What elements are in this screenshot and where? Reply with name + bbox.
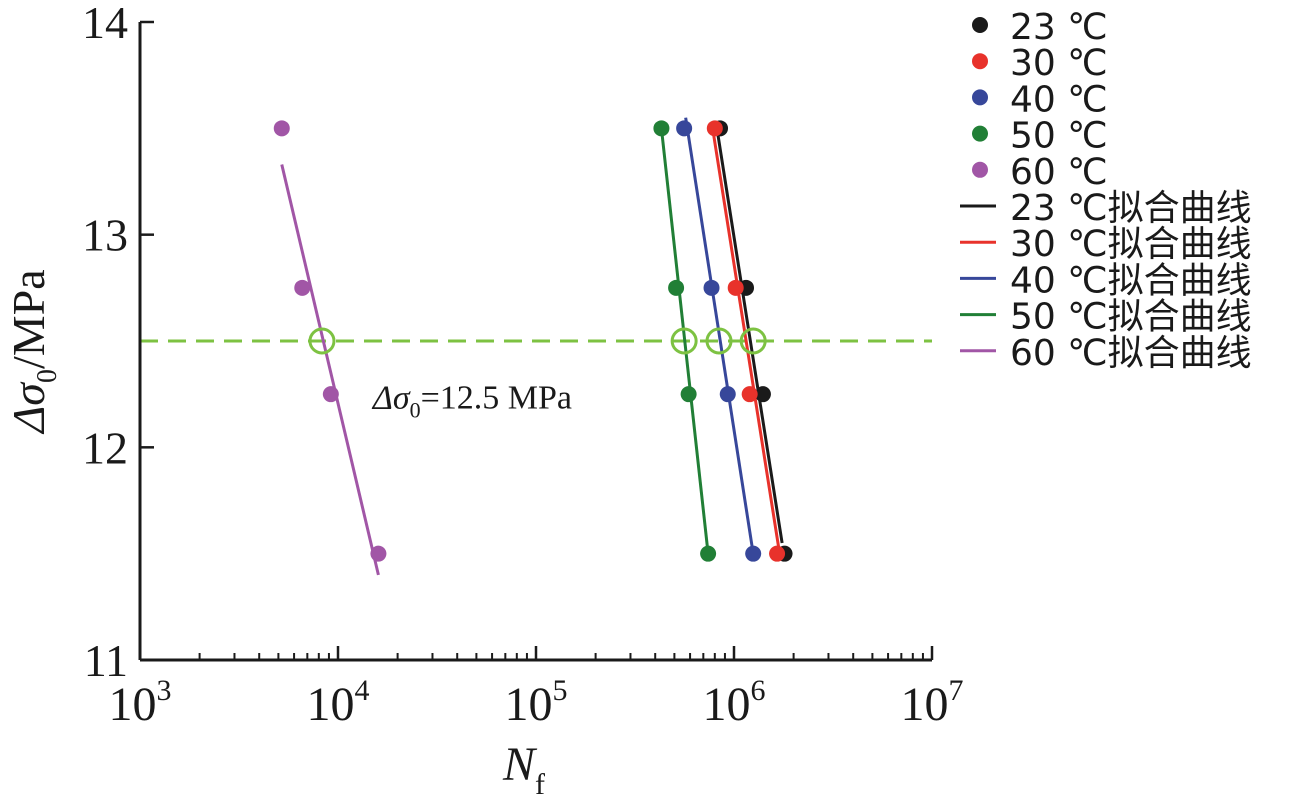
data-point <box>680 386 697 403</box>
legend-label: 50 ℃拟合曲线 <box>1010 297 1252 338</box>
data-point <box>727 279 744 296</box>
y-tick-label: 14 <box>82 0 128 48</box>
legend-label: 23 ℃ <box>1010 7 1108 48</box>
data-point <box>706 120 723 137</box>
intersection-marker <box>308 327 336 355</box>
y-tick-label: 11 <box>84 635 128 686</box>
x-tick-label: 105 <box>505 674 568 731</box>
data-point <box>273 120 290 137</box>
data-point <box>322 386 339 403</box>
data-point <box>370 545 387 562</box>
data-point <box>745 545 762 562</box>
data-point <box>676 120 693 137</box>
x-tick-label: 104 <box>307 674 370 731</box>
legend-label: 30 ℃拟合曲线 <box>1010 224 1252 265</box>
y-axis-label: Δσ0/MPa <box>3 269 63 434</box>
legend-label: 50 ℃ <box>1010 116 1108 157</box>
fit-line <box>280 164 380 576</box>
y-tick-label: 12 <box>82 422 128 473</box>
data-point <box>668 279 685 296</box>
legend-marker <box>972 53 988 70</box>
y-tick-label: 13 <box>82 210 128 261</box>
legend-label: 60 ℃拟合曲线 <box>1010 333 1252 374</box>
fit-line <box>715 128 784 544</box>
legend-label: 40 ℃拟合曲线 <box>1010 260 1252 301</box>
intersection-marker <box>739 327 767 355</box>
x-axis: 103 104 105 106 107 Nf <box>109 646 964 801</box>
fit-line <box>711 128 782 554</box>
x-tick-label: 103 <box>109 674 172 731</box>
data-point <box>700 545 717 562</box>
legend-marker <box>972 17 988 33</box>
legend-marker <box>972 161 988 178</box>
fit-line <box>684 117 755 554</box>
legend-marker <box>972 125 988 142</box>
legend-label: 60 ℃ <box>1010 152 1108 193</box>
legend-label: 30 ℃ <box>1010 43 1108 84</box>
x-tick-label: 107 <box>901 674 964 731</box>
x-tick-label: 106 <box>703 674 766 731</box>
x-axis-label: Nf <box>502 738 545 801</box>
y-axis: 11 12 13 14 Δσ0/MPa <box>3 0 154 686</box>
plot-area: Δσ0=12.5 MPa <box>140 117 932 576</box>
data-point <box>653 120 670 137</box>
data-point <box>294 279 311 296</box>
data-point <box>719 386 736 403</box>
data-point <box>754 386 771 403</box>
legend-label: 40 ℃ <box>1010 79 1108 120</box>
legend-marker <box>972 89 988 106</box>
intersection-marker <box>705 327 733 355</box>
data-point <box>741 386 758 403</box>
fit-line <box>659 128 710 554</box>
data-point <box>769 545 786 562</box>
legend-label: 23 ℃拟合曲线 <box>1010 188 1252 229</box>
data-point <box>703 279 720 296</box>
intersection-marker <box>670 327 698 355</box>
reference-label: Δσ0=12.5 MPa <box>371 380 572 423</box>
